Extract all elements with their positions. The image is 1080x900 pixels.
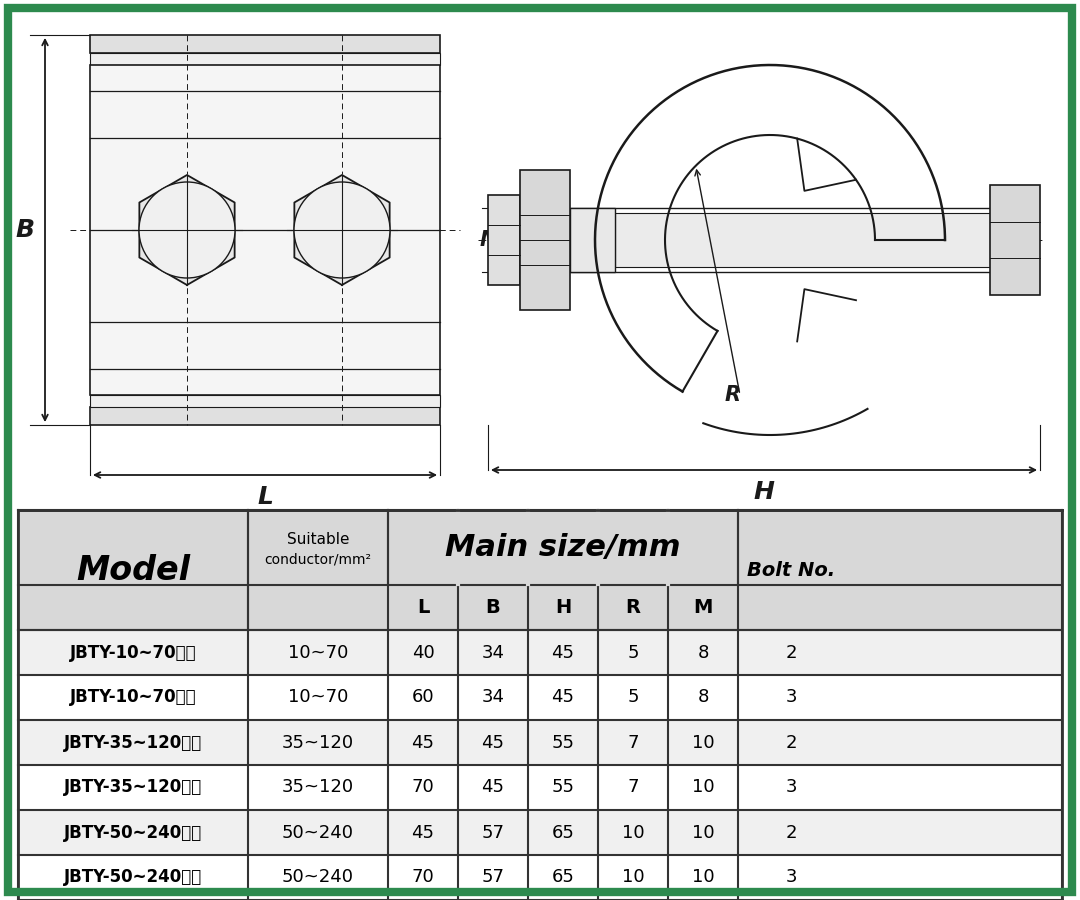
Text: 55: 55 [552, 778, 575, 796]
Text: 34: 34 [482, 644, 504, 662]
Text: 8: 8 [698, 644, 708, 662]
Text: Main size/mm: Main size/mm [445, 533, 680, 562]
Text: Model: Model [76, 554, 190, 587]
Bar [90, 407, 440, 425]
Bar [18, 585, 1062, 630]
Text: 5: 5 [627, 688, 638, 706]
Text: 35~120: 35~120 [282, 734, 354, 752]
Text: Suitable: Suitable [287, 532, 349, 547]
Text: B: B [15, 218, 35, 242]
Text: JBTY-35~120二节: JBTY-35~120二节 [64, 734, 202, 752]
Text: 10: 10 [691, 824, 714, 842]
Polygon shape [295, 175, 390, 285]
Text: 10~70: 10~70 [287, 688, 348, 706]
Text: 2: 2 [785, 734, 797, 752]
Text: 35~120: 35~120 [282, 778, 354, 796]
Bar [90, 35, 440, 53]
Text: B: B [486, 598, 500, 617]
Text: 7: 7 [627, 778, 638, 796]
Text: R: R [625, 598, 640, 617]
Bar [18, 855, 1062, 900]
Text: 45: 45 [411, 824, 434, 842]
Text: M: M [693, 598, 713, 617]
Text: 57: 57 [482, 824, 504, 842]
Text: 10: 10 [691, 778, 714, 796]
Text: L: L [257, 485, 273, 509]
Text: 2: 2 [785, 824, 797, 842]
Bar [18, 675, 1062, 720]
Text: 8: 8 [698, 688, 708, 706]
Text: JBTY-50~240三节: JBTY-50~240三节 [64, 868, 202, 886]
Text: 57: 57 [482, 868, 504, 886]
Bar [90, 65, 440, 395]
Text: 65: 65 [552, 824, 575, 842]
Text: 50~240: 50~240 [282, 868, 354, 886]
Text: JBTY-50~240二节: JBTY-50~240二节 [64, 824, 202, 842]
Bar [18, 765, 1062, 810]
Polygon shape [139, 175, 234, 285]
Text: 34: 34 [482, 688, 504, 706]
Bar [990, 185, 1040, 295]
Text: 5: 5 [627, 644, 638, 662]
Bar [615, 213, 990, 267]
Bar [18, 630, 1062, 675]
Text: 45: 45 [482, 734, 504, 752]
Text: R: R [725, 385, 741, 405]
Text: 65: 65 [552, 868, 575, 886]
Bar [488, 195, 519, 285]
Text: 10: 10 [622, 824, 645, 842]
Text: 70: 70 [411, 868, 434, 886]
Text: 70: 70 [411, 778, 434, 796]
Text: 10: 10 [691, 734, 714, 752]
Bar [570, 208, 615, 272]
Text: 45: 45 [411, 734, 434, 752]
Text: 50~240: 50~240 [282, 824, 354, 842]
Bar [90, 395, 440, 407]
Circle shape [294, 182, 390, 278]
Text: conductor/mm²: conductor/mm² [265, 553, 372, 566]
Text: H: H [754, 480, 774, 504]
Text: JBTY-10~70三节: JBTY-10~70三节 [70, 688, 197, 706]
Text: 10: 10 [691, 868, 714, 886]
Text: 55: 55 [552, 734, 575, 752]
Text: M: M [480, 230, 500, 250]
Text: JBTY-10~70二节: JBTY-10~70二节 [70, 644, 197, 662]
Text: 60: 60 [411, 688, 434, 706]
Text: 45: 45 [482, 778, 504, 796]
Text: 3: 3 [785, 688, 797, 706]
Bar [18, 720, 1062, 765]
Text: 3: 3 [785, 868, 797, 886]
Text: Bolt No.: Bolt No. [747, 561, 835, 580]
Text: JBTY-35~120三节: JBTY-35~120三节 [64, 778, 202, 796]
Text: 10: 10 [622, 868, 645, 886]
Bar [18, 510, 1062, 585]
Text: 10~70: 10~70 [287, 644, 348, 662]
Bar [18, 810, 1062, 855]
Bar [519, 170, 570, 310]
Text: 2: 2 [785, 644, 797, 662]
Bar [90, 53, 440, 65]
Text: L: L [417, 598, 429, 617]
Circle shape [139, 182, 235, 278]
Text: 40: 40 [411, 644, 434, 662]
Text: 3: 3 [785, 778, 797, 796]
Text: H: H [555, 598, 571, 617]
Text: 45: 45 [552, 644, 575, 662]
Text: 7: 7 [627, 734, 638, 752]
Text: 45: 45 [552, 688, 575, 706]
